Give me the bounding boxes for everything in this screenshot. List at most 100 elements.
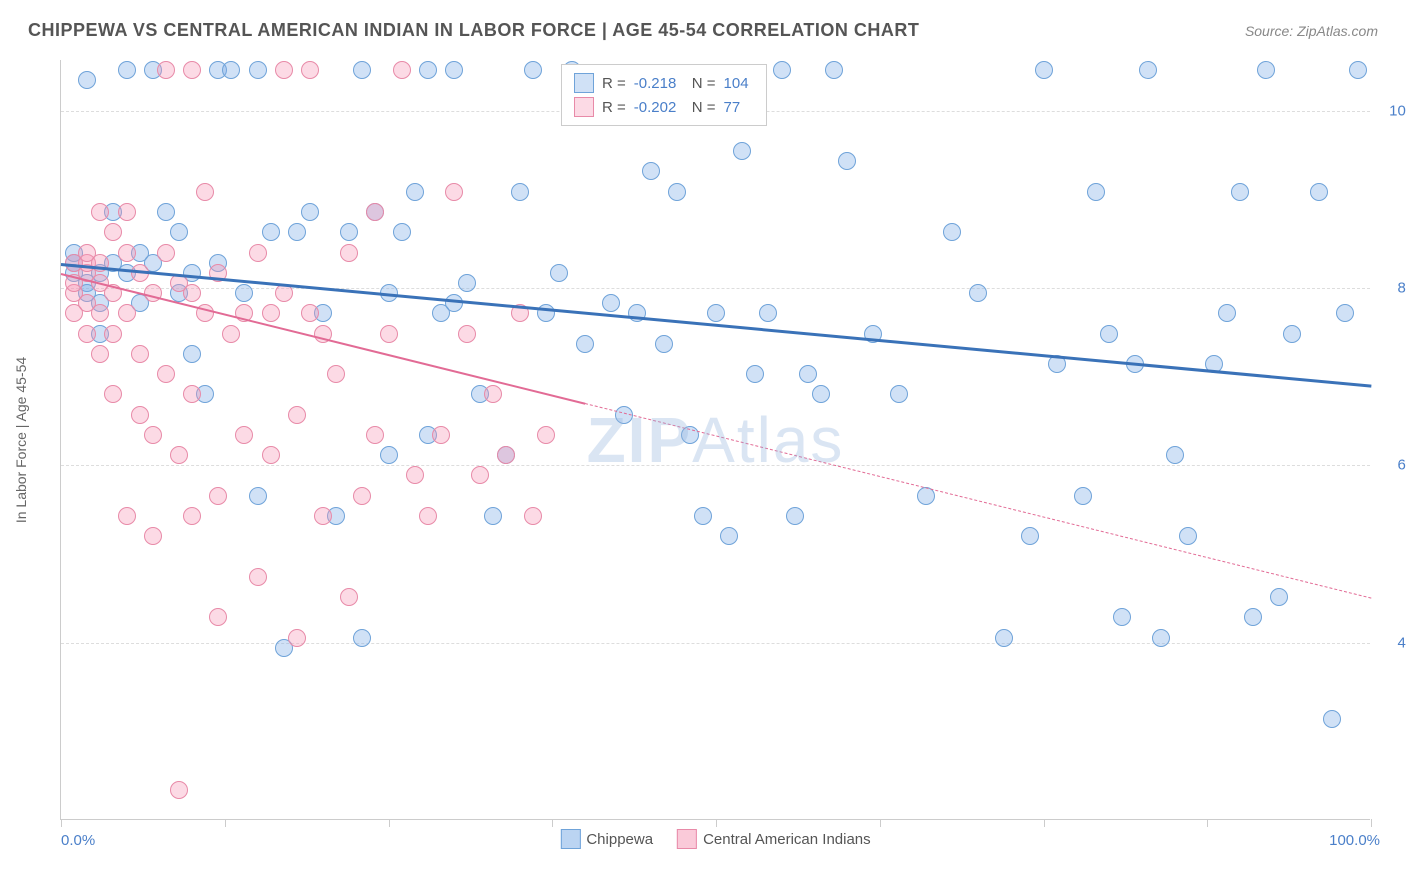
scatter-point	[1179, 527, 1197, 545]
scatter-point	[131, 406, 149, 424]
scatter-point	[275, 61, 293, 79]
trend-line-solid	[61, 273, 585, 405]
scatter-point	[249, 244, 267, 262]
y-axis-title: In Labor Force | Age 45-54	[13, 356, 29, 522]
x-axis-min-label: 0.0%	[61, 832, 95, 849]
scatter-point	[642, 162, 660, 180]
scatter-point	[1310, 183, 1328, 201]
scatter-point	[118, 61, 136, 79]
scatter-point	[104, 223, 122, 241]
x-tick	[389, 819, 390, 827]
legend-r-value: -0.218	[634, 75, 684, 92]
x-axis-max-label: 100.0%	[1329, 832, 1380, 849]
trend-line-dashed	[585, 403, 1371, 599]
scatter-point	[786, 507, 804, 525]
scatter-point	[183, 345, 201, 363]
scatter-point	[1074, 487, 1092, 505]
y-tick-label: 82.5%	[1380, 280, 1406, 297]
scatter-point	[707, 304, 725, 322]
scatter-point	[314, 507, 332, 525]
scatter-point	[1166, 446, 1184, 464]
scatter-point	[497, 446, 515, 464]
scatter-point	[484, 507, 502, 525]
scatter-point	[576, 335, 594, 353]
scatter-point	[131, 345, 149, 363]
stats-legend-row: R = -0.218 N = 104	[574, 71, 754, 95]
gridline-horizontal	[61, 465, 1370, 466]
x-tick	[225, 819, 226, 827]
scatter-point	[157, 61, 175, 79]
y-tick-label: 100.0%	[1380, 102, 1406, 119]
scatter-point	[91, 304, 109, 322]
scatter-point	[157, 365, 175, 383]
legend-n-label: N =	[692, 99, 716, 116]
scatter-point	[353, 61, 371, 79]
scatter-point	[432, 426, 450, 444]
x-tick	[1371, 819, 1372, 827]
scatter-point	[157, 244, 175, 262]
scatter-point	[104, 385, 122, 403]
scatter-point	[511, 183, 529, 201]
scatter-point	[104, 325, 122, 343]
scatter-point	[733, 142, 751, 160]
scatter-point	[183, 61, 201, 79]
scatter-point	[340, 244, 358, 262]
legend-swatch	[574, 97, 594, 117]
scatter-point	[759, 304, 777, 322]
x-tick	[61, 819, 62, 827]
scatter-point	[262, 304, 280, 322]
scatter-point	[170, 446, 188, 464]
scatter-point	[353, 629, 371, 647]
scatter-point	[262, 223, 280, 241]
scatter-point	[773, 61, 791, 79]
scatter-point	[235, 426, 253, 444]
scatter-point	[380, 325, 398, 343]
scatter-point	[484, 385, 502, 403]
scatter-point	[380, 446, 398, 464]
legend-swatch	[574, 73, 594, 93]
scatter-point	[209, 487, 227, 505]
legend-r-label: R =	[602, 75, 626, 92]
scatter-point	[366, 203, 384, 221]
scatter-point	[458, 325, 476, 343]
scatter-point	[471, 466, 489, 484]
scatter-point	[1231, 183, 1249, 201]
legend-n-value: 104	[724, 75, 754, 92]
scatter-point	[1139, 61, 1157, 79]
scatter-point	[1100, 325, 1118, 343]
scatter-point	[550, 264, 568, 282]
scatter-point	[406, 183, 424, 201]
scatter-point	[78, 325, 96, 343]
x-tick	[1044, 819, 1045, 827]
scatter-point	[602, 294, 620, 312]
scatter-point	[537, 426, 555, 444]
scatter-point	[262, 446, 280, 464]
scatter-point	[838, 152, 856, 170]
scatter-point	[825, 61, 843, 79]
scatter-point	[943, 223, 961, 241]
scatter-point	[1336, 304, 1354, 322]
legend-n-label: N =	[692, 75, 716, 92]
scatter-point	[1035, 61, 1053, 79]
scatter-point	[1152, 629, 1170, 647]
scatter-point	[419, 507, 437, 525]
x-tick	[1207, 819, 1208, 827]
scatter-point	[812, 385, 830, 403]
scatter-point	[222, 61, 240, 79]
scatter-point	[249, 61, 267, 79]
scatter-point	[118, 203, 136, 221]
scatter-point	[91, 203, 109, 221]
y-tick-label: 47.5%	[1380, 634, 1406, 651]
scatter-point	[288, 629, 306, 647]
x-tick	[716, 819, 717, 827]
chart-title: CHIPPEWA VS CENTRAL AMERICAN INDIAN IN L…	[28, 20, 919, 41]
scatter-point	[170, 223, 188, 241]
scatter-point	[746, 365, 764, 383]
scatter-point	[1087, 183, 1105, 201]
scatter-point	[969, 284, 987, 302]
scatter-point	[890, 385, 908, 403]
scatter-point	[524, 507, 542, 525]
scatter-point	[1244, 608, 1262, 626]
scatter-point	[419, 61, 437, 79]
scatter-point	[118, 507, 136, 525]
